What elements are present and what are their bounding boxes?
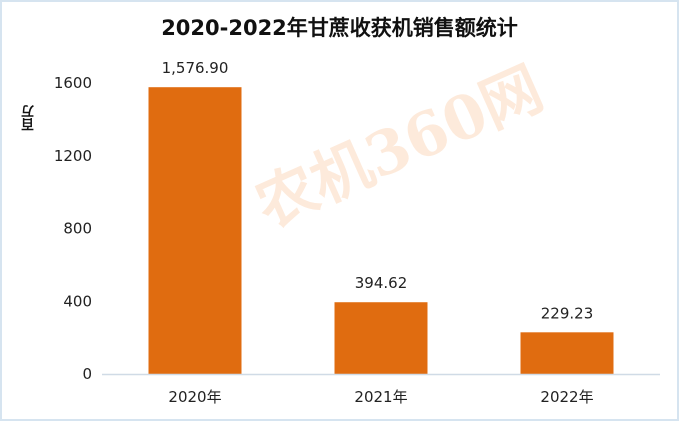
data-label: 394.62	[355, 274, 408, 292]
x-tick-label: 2020年	[168, 388, 221, 406]
x-tick-label: 2022年	[540, 388, 593, 406]
x-tick-label: 2021年	[354, 388, 407, 406]
bar	[520, 332, 614, 374]
y-tick-label: 0	[82, 365, 92, 383]
y-tick-label: 1200	[54, 147, 92, 165]
chart-title: 2020-2022年甘蔗收获机销售额统计	[161, 16, 518, 40]
bar	[334, 302, 428, 374]
y-tick-label: 800	[63, 220, 92, 238]
bar	[148, 87, 242, 375]
y-tick-label: 1600	[54, 74, 92, 92]
data-label: 1,576.90	[162, 59, 229, 77]
data-label: 229.23	[541, 304, 594, 322]
y-tick-label: 400	[63, 292, 92, 310]
